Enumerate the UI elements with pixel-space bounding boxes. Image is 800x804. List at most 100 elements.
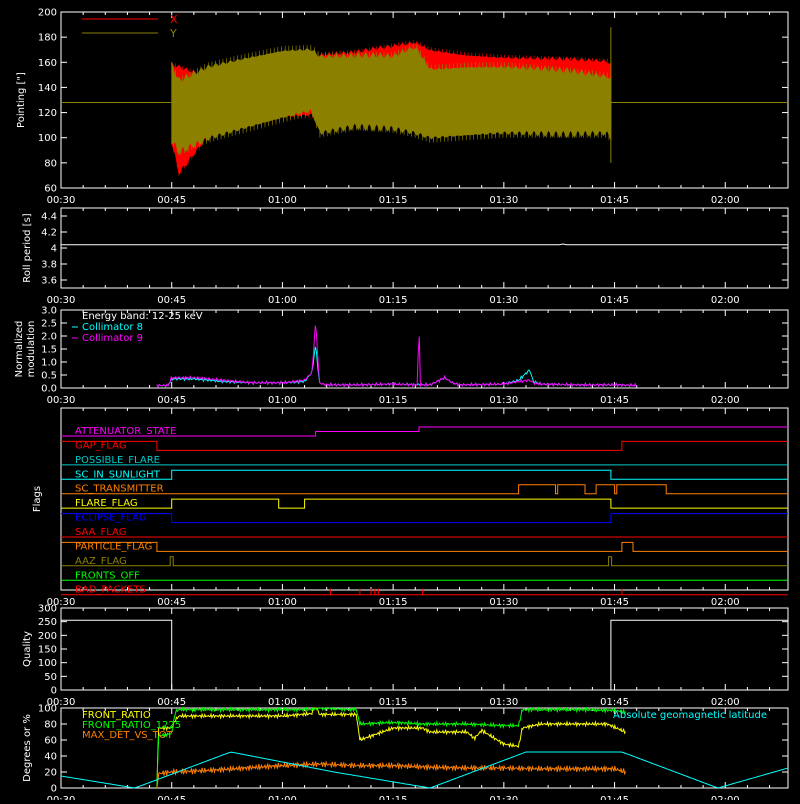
x-tick-label: 02:00 [711, 395, 740, 406]
y-tick-label: 200 [38, 631, 57, 642]
y-tick-label: 100 [38, 704, 57, 715]
y-tick-label: 150 [38, 645, 57, 656]
panel-frame-ratios [60, 707, 789, 789]
legend-label: Y [169, 27, 177, 40]
flag-label: PARTICLE_FLAG [75, 541, 152, 552]
x-tick-label: 01:45 [600, 697, 629, 708]
y-tick-label: 0.0 [41, 384, 57, 395]
flag-label: ECLIPSE_FLAG [75, 513, 146, 524]
x-tick-label: 01:30 [489, 597, 518, 608]
flag-label: POSSIBLE_FLARE [75, 455, 160, 466]
flag-label: AAZ_FLAG [75, 556, 127, 567]
x-tick-label: 01:15 [379, 795, 408, 800]
x-tick-label: 01:30 [489, 795, 518, 800]
legend-label: Collimator 8 [82, 322, 143, 333]
y-axis-label: modulation [26, 321, 37, 378]
y-tick-label: 160 [38, 58, 57, 69]
y-tick-label: 180 [38, 33, 57, 44]
x-tick-label: 01:00 [268, 795, 297, 800]
y-tick-label: 80 [44, 158, 57, 169]
y-tick-label: 4.2 [41, 228, 57, 239]
y-tick-label: 3.8 [41, 260, 57, 271]
y-tick-label: 80 [44, 720, 57, 731]
x-tick-label: 00:30 [47, 597, 76, 608]
flag-line-eclipse-flag [61, 513, 788, 524]
y-tick-label: 40 [44, 752, 57, 763]
y-axis-label: Quality [22, 631, 33, 667]
y-axis-label: Degrees or % [22, 714, 33, 782]
legend-label: Collimator 9 [82, 333, 143, 344]
y-tick-label: 2.0 [41, 332, 57, 343]
legend-label: MAX_DET_VS_TOT [82, 730, 174, 741]
series-Collimator-9 [156, 325, 637, 388]
y-tick-label: 140 [38, 83, 57, 94]
x-tick-label: 02:00 [711, 697, 740, 708]
panel-frame-flags [60, 407, 789, 591]
x-tick-label: 02:00 [711, 295, 740, 306]
x-tick-label: 01:45 [600, 597, 629, 608]
series-front-ratio-1225 [156, 706, 626, 789]
x-tick-label: 01:15 [379, 295, 408, 306]
y-tick-label: 300 [38, 604, 57, 615]
legend-label-right: Absolute geomagnetic latitude [613, 710, 767, 721]
x-tick-label: 00:45 [157, 597, 186, 608]
legend-label: Energy band: 12-25 keV [82, 311, 203, 322]
x-tick-label: 01:15 [379, 597, 408, 608]
x-tick-label: 01:15 [379, 697, 408, 708]
x-tick-label: 00:45 [157, 295, 186, 306]
y-axis-label: Flags [32, 486, 43, 512]
flag-line-gap-flag [61, 440, 788, 451]
flag-line-sc-transmitter [61, 484, 788, 495]
flag-label: FLARE_FLAG [75, 498, 138, 509]
legend-label: FRONT_RATIO [82, 710, 151, 721]
y-tick-label: 120 [38, 108, 57, 119]
series-absolute-geomagnetic-latitude [60, 751, 788, 789]
flag-label: SC_IN_SUNLIGHT [75, 469, 161, 480]
x-tick-label: 01:45 [600, 295, 629, 306]
flag-line-aaz-flag [61, 556, 788, 567]
series-front-ratio [156, 707, 626, 789]
x-tick-label: 02:00 [711, 597, 740, 608]
x-tick-label: 00:30 [47, 395, 76, 406]
flag-label: SAA_FLAG [75, 527, 126, 538]
series-quality-line [61, 619, 788, 691]
x-tick-label: 01:45 [600, 795, 629, 800]
flag-label: FRONTS_OFF [75, 570, 140, 581]
panel-frame-pointing [60, 11, 789, 189]
y-tick-label: 60 [44, 184, 57, 195]
x-tick-label: 01:00 [268, 195, 297, 206]
x-tick-label: 01:00 [268, 597, 297, 608]
x-tick-label: 01:30 [489, 195, 518, 206]
y-tick-label: 4.4 [41, 212, 57, 223]
y-tick-label: 2.5 [41, 319, 57, 330]
x-tick-label: 00:30 [47, 295, 76, 306]
flag-label: GAP_FLAG [75, 440, 127, 451]
y-axis-label: Normalized [14, 321, 25, 378]
y-tick-label: 250 [38, 617, 57, 628]
flag-label: BAD_PACKETS [75, 585, 146, 596]
y-tick-label: 3.6 [41, 276, 57, 287]
y-tick-label: 0 [51, 784, 57, 795]
y-tick-label: 50 [44, 672, 57, 683]
flag-line-sc-in-sunlight [61, 469, 788, 480]
x-tick-label: 01:15 [379, 395, 408, 406]
x-tick-label: 01:30 [489, 697, 518, 708]
y-tick-label: 1.5 [41, 345, 57, 356]
x-tick-label: 01:00 [268, 697, 297, 708]
x-tick-label: 00:30 [47, 195, 76, 206]
x-tick-label: 00:45 [157, 195, 186, 206]
y-tick-label: 20 [44, 768, 57, 779]
flag-label: ATTENUATOR_STATE [75, 426, 176, 437]
y-tick-label: 4 [51, 244, 57, 255]
y-tick-label: 1.0 [41, 358, 57, 369]
x-tick-label: 01:00 [268, 395, 297, 406]
series-roll-line [61, 243, 788, 246]
y-tick-label: 60 [44, 736, 57, 747]
y-tick-label: 0 [51, 686, 57, 697]
y-axis-label: Roll period [s] [22, 213, 33, 282]
x-tick-label: 01:45 [600, 195, 629, 206]
x-tick-label: 00:30 [47, 697, 76, 708]
